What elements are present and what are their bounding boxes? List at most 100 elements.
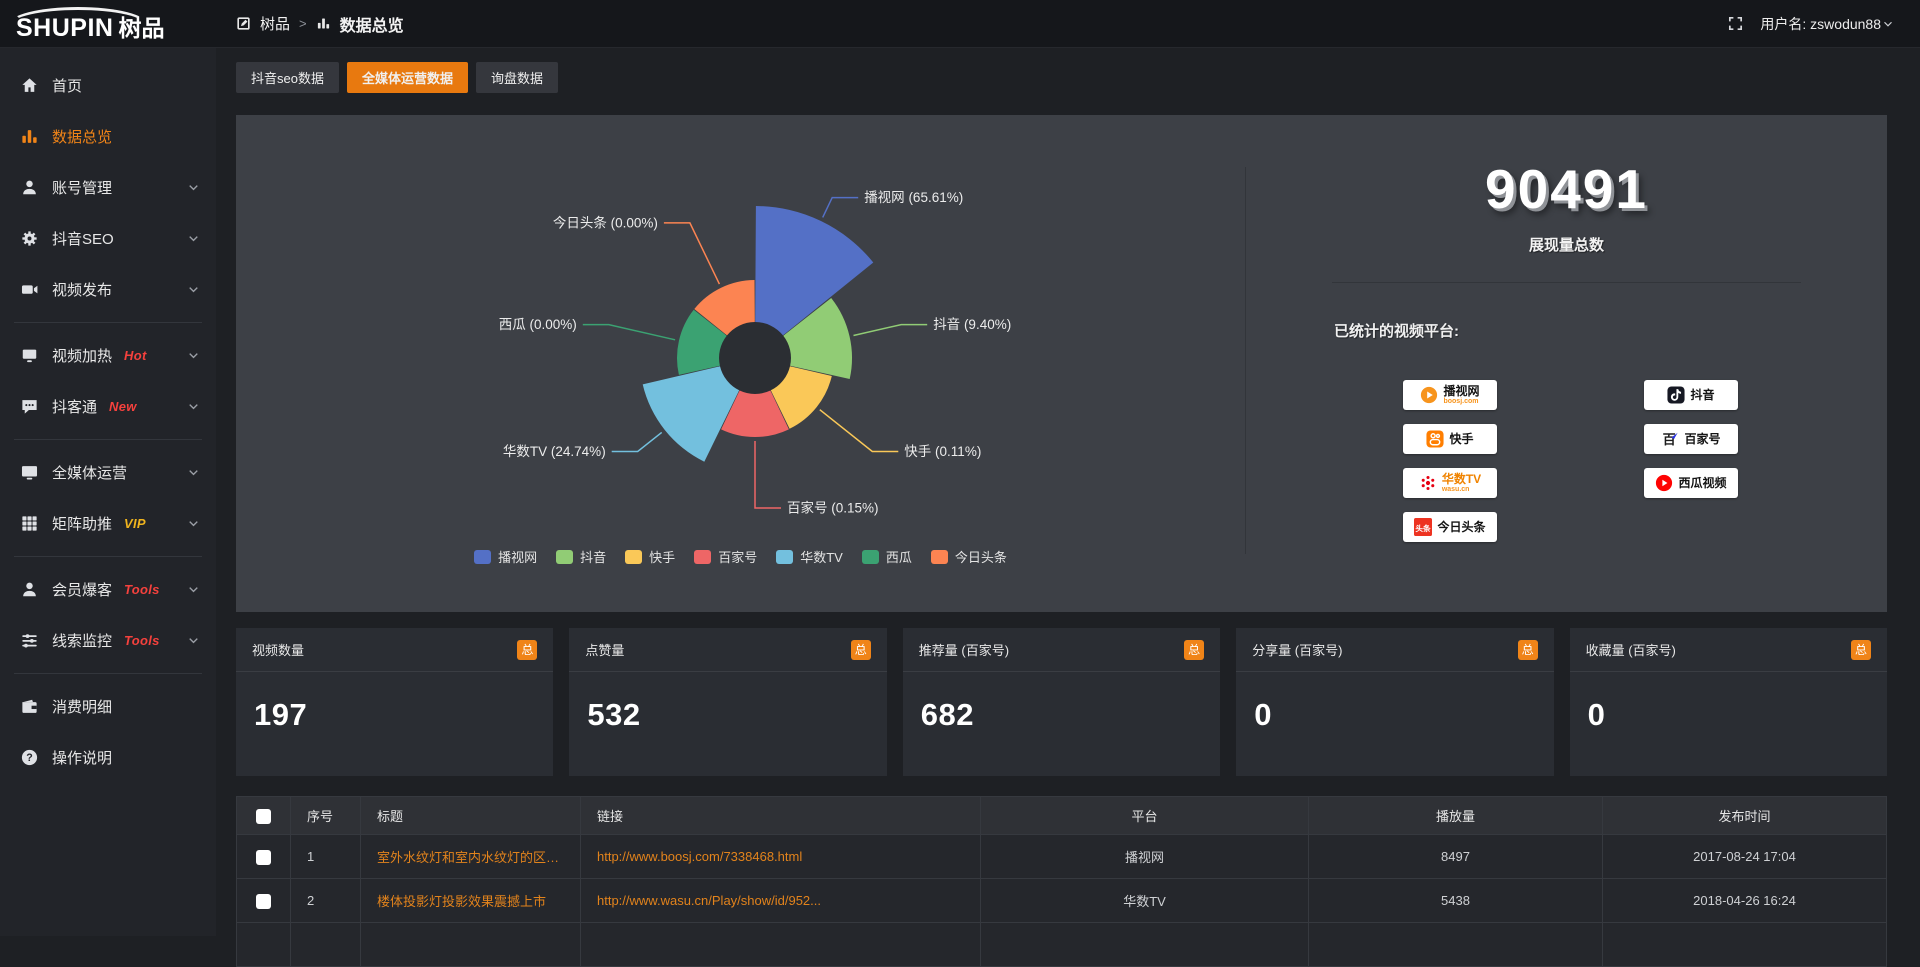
platforms-label: 已统计的视频平台: xyxy=(1334,323,1459,340)
sidebar-item-0[interactable]: 首页 xyxy=(0,60,216,111)
platform-badges: 播视网 boosj.com 抖音 快手 百 百家号 华数TV wasu.cn xyxy=(1403,380,1738,542)
total-badge: 总 xyxy=(850,639,871,660)
sidebar-item-10[interactable]: 矩阵助推 VIP xyxy=(0,498,216,549)
platform-name: 快手 xyxy=(1449,431,1474,446)
pie-slice-6[interactable] xyxy=(694,280,755,336)
chart-bars-icon xyxy=(316,16,331,31)
pie-slice-2[interactable] xyxy=(770,366,832,429)
stat-card-label: 点赞量 xyxy=(585,643,625,658)
video-table-element: 序号 标题 链接 平台 播放量 发布时间 1 室外水纹灯和室内水纹灯的区别和简介 http… xyxy=(236,796,1887,967)
table-header-row: 序号 标题 链接 平台 播放量 发布时间 xyxy=(236,796,1887,835)
legend-label: 播视网 xyxy=(498,550,538,565)
chevron-down-icon xyxy=(187,349,200,362)
legend-item-0[interactable]: 播视网 xyxy=(474,547,537,566)
sidebar-item-13[interactable]: 线索监控 Tools xyxy=(0,615,216,666)
pie-label-line-0 xyxy=(822,196,859,218)
platform-badge-wasu: 华数TV wasu.cn xyxy=(1403,468,1497,498)
sidebar-item-3[interactable]: 抖音SEO xyxy=(0,213,216,264)
sidebar-item-4[interactable]: 视频发布 xyxy=(0,264,216,315)
sidebar-item-12[interactable]: 会员爆客 Tools xyxy=(0,564,216,615)
cell-title[interactable]: 楼体投影灯投影效果震撼上市 xyxy=(360,878,581,923)
sidebar-item-16[interactable]: ? 操作说明 xyxy=(0,732,216,783)
platform-badge-douyin: 抖音 xyxy=(1644,380,1738,410)
pie-label-line-6 xyxy=(663,222,721,285)
home-icon xyxy=(20,76,39,95)
video-table-head: 序号 标题 链接 平台 播放量 发布时间 xyxy=(236,796,1887,835)
legend-item-5[interactable]: 西瓜 xyxy=(861,547,912,566)
cell-link[interactable]: http://www.wasu.cn/Play/show/id/952... xyxy=(580,878,981,923)
legend-label: 抖音 xyxy=(580,550,607,565)
tab-2[interactable]: 询盘数据 xyxy=(475,62,558,93)
column-header-2: 链接 xyxy=(580,796,981,835)
rose-chart: 播视网 (65.61%) 抖音 (9.40%) 快手 (0.11%) 百家号 (0.1… xyxy=(236,115,1245,612)
tab-label: 全媒体运营数据 xyxy=(361,71,453,86)
sidebar-item-label: 抖客通 xyxy=(52,399,98,416)
user-icon xyxy=(20,178,39,197)
row-checkbox[interactable] xyxy=(256,893,271,909)
sidebar-item-9[interactable]: 全媒体运营 xyxy=(0,447,216,498)
stat-card-label: 收藏量 (百家号) xyxy=(1585,643,1676,658)
platform-badge-boosj: 播视网 boosj.com xyxy=(1403,380,1497,410)
pie-slice-3[interactable] xyxy=(721,390,789,438)
sidebar-item-6[interactable]: 视频加热 Hot xyxy=(0,330,216,381)
logo-text-en: SHUPIN xyxy=(16,13,114,42)
sidebar-item-1[interactable]: 数据总览 xyxy=(0,111,216,162)
pie-slice-5[interactable] xyxy=(677,309,727,375)
data-tabs: 抖音seo数据 全媒体运营数据 询盘数据 xyxy=(236,62,1887,93)
breadcrumb-home[interactable]: 树品 xyxy=(260,16,291,33)
total-badge: 总 xyxy=(517,639,538,660)
chart-legend: 播视网 抖音 快手 百家号 华数TV 西瓜 今日头条 xyxy=(236,547,1245,566)
legend-label: 今日头条 xyxy=(954,550,1007,565)
legend-swatch-icon xyxy=(930,549,948,564)
table-row[interactable]: 1 室外水纹灯和室内水纹灯的区别和简介 http://www.boosj.com… xyxy=(236,834,1887,879)
chevron-down-icon xyxy=(187,181,200,194)
legend-swatch-icon xyxy=(694,549,712,564)
stat-card-0: 视频数量 总 197 xyxy=(236,628,554,776)
pie-slice-1[interactable] xyxy=(783,298,852,379)
pie-label-line-3 xyxy=(754,441,781,509)
svg-text:?: ? xyxy=(26,752,33,764)
legend-item-3[interactable]: 百家号 xyxy=(694,547,757,566)
row-checkbox-cell xyxy=(236,878,291,923)
pie-slice-0[interactable] xyxy=(755,206,874,336)
sidebar-item-label: 消费明细 xyxy=(52,699,113,716)
stat-card-label: 推荐量 (百家号) xyxy=(918,643,1010,658)
help-icon: ? xyxy=(20,748,39,767)
stat-card-header: 收藏量 (百家号) 总 xyxy=(1569,628,1887,672)
row-checkbox[interactable] xyxy=(256,849,271,865)
legend-item-1[interactable]: 抖音 xyxy=(556,547,606,566)
table-row[interactable]: 2 楼体投影灯投影效果震撼上市 http://www.wasu.cn/Play/… xyxy=(236,878,1887,923)
cell-views: 8497 xyxy=(1308,834,1603,879)
cell-views: 5438 xyxy=(1308,878,1603,923)
total-badge: 总 xyxy=(1184,639,1205,660)
cell-link[interactable]: http://www.boosj.com/7338468.html xyxy=(580,834,981,879)
chevron-down-icon xyxy=(187,634,200,647)
user-menu[interactable]: 用户名: zswodun88 xyxy=(1760,14,1894,34)
platform-name: 华数TV xyxy=(1441,472,1482,487)
top-header: SHUPIN 树品 树品 > 数据总览 用户名: zswodun88 xyxy=(0,0,1920,48)
pie-slice-4[interactable] xyxy=(642,366,740,462)
fullscreen-icon[interactable] xyxy=(1727,15,1744,32)
stat-card-header: 分享量 (百家号) 总 xyxy=(1236,628,1554,672)
tab-1[interactable]: 全媒体运营数据 xyxy=(346,62,468,93)
legend-item-2[interactable]: 快手 xyxy=(625,547,675,566)
sidebar-item-7[interactable]: 抖客通 New xyxy=(0,381,216,432)
chat-icon xyxy=(20,397,39,416)
tab-0[interactable]: 抖音seo数据 xyxy=(236,62,339,93)
column-header-1: 标题 xyxy=(360,796,581,835)
pie-label-3: 百家号 (0.15%) xyxy=(787,500,879,516)
boosj-icon xyxy=(1420,386,1438,404)
column-header-3: 平台 xyxy=(980,796,1309,835)
legend-item-4[interactable]: 华数TV xyxy=(776,547,843,566)
legend-item-6[interactable]: 今日头条 xyxy=(930,547,1007,566)
cell-title[interactable]: 室外水纹灯和室内水纹灯的区别和简介 xyxy=(360,834,581,879)
chevron-down-icon xyxy=(187,232,200,245)
wasu-icon xyxy=(1419,474,1437,492)
stat-card-value: 532 xyxy=(587,697,641,732)
logo: SHUPIN 树品 xyxy=(0,5,216,43)
sidebar-item-15[interactable]: 消费明细 xyxy=(0,681,216,732)
sidebar-item-2[interactable]: 账号管理 xyxy=(0,162,216,213)
logo-text-cn: 树品 xyxy=(118,14,165,41)
select-all-checkbox[interactable] xyxy=(256,808,271,824)
